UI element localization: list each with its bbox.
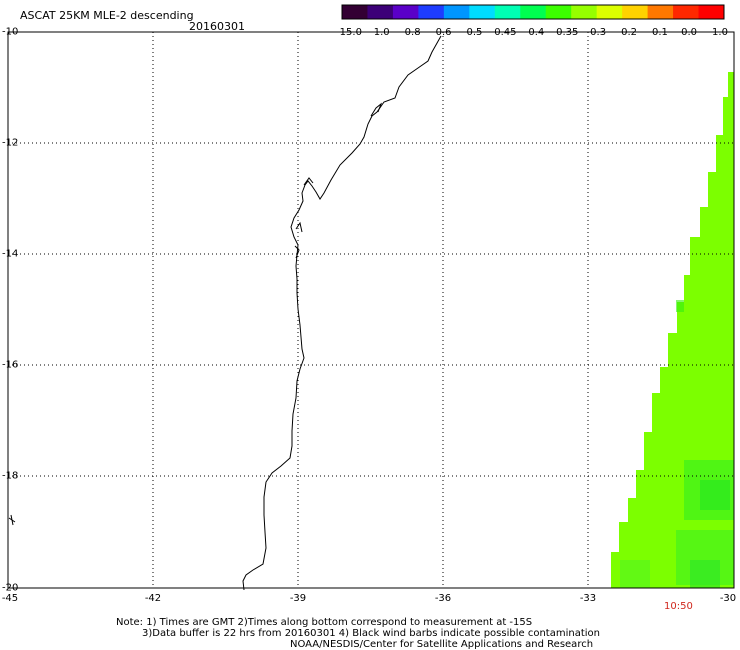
colorbar-cell — [342, 5, 368, 19]
longitude-label: -36 — [434, 593, 452, 604]
wind-swath — [611, 72, 734, 588]
latitude-label: -12 — [2, 137, 19, 149]
swath-patch — [690, 560, 720, 588]
note-line-1: Note: 1) Times are GMT 2)Times along bot… — [116, 617, 533, 628]
latitude-label: -14 — [2, 248, 19, 260]
colorbar-cell — [367, 5, 394, 19]
longitude-label: -45 — [1, 593, 19, 604]
longitude-label: -42 — [144, 593, 162, 604]
colorbar-cell — [520, 5, 547, 19]
product-date: 20160301 — [189, 20, 245, 33]
colorbar-cell — [545, 5, 572, 19]
colorbar-cell — [418, 5, 445, 19]
longitude-label: -30 — [719, 593, 737, 604]
latitude-label: -10 — [2, 26, 19, 38]
longitude-label: -33 — [579, 593, 597, 604]
colorbar-cell — [469, 5, 496, 19]
latitude-label: -16 — [2, 359, 19, 371]
note-line-3: NOAA/NESDIS/Center for Satellite Applica… — [290, 639, 594, 650]
wind-barb-marker — [8, 514, 16, 526]
colorbar-cell — [647, 5, 674, 19]
colorbar-cell — [698, 5, 725, 19]
bay-detail — [294, 102, 383, 259]
swath-patch — [700, 480, 730, 510]
swath-time-label: 10:50 — [664, 601, 693, 612]
latitude-label: -20 — [2, 582, 19, 594]
swath-patch — [676, 300, 684, 312]
colorbar-cell — [443, 5, 470, 19]
swath-patch — [620, 560, 650, 588]
latitude-label: -18 — [2, 470, 19, 482]
colorbar-cell — [392, 5, 419, 19]
swath-area — [611, 72, 734, 588]
lat-lon-grid — [8, 32, 734, 588]
product-title: ASCAT 25KM MLE-2 descending — [20, 9, 194, 22]
coastline — [242, 35, 442, 591]
colorbar-cell — [571, 5, 598, 19]
colorbar-cell — [596, 5, 623, 19]
map-frame — [7, 31, 735, 589]
note-line-2: 3)Data buffer is 22 hrs from 20160301 4)… — [142, 628, 600, 639]
colorbar-cell — [494, 5, 521, 19]
longitude-label: -39 — [289, 593, 307, 604]
colorbar-cell — [673, 5, 700, 19]
colorbar-cell — [622, 5, 649, 19]
